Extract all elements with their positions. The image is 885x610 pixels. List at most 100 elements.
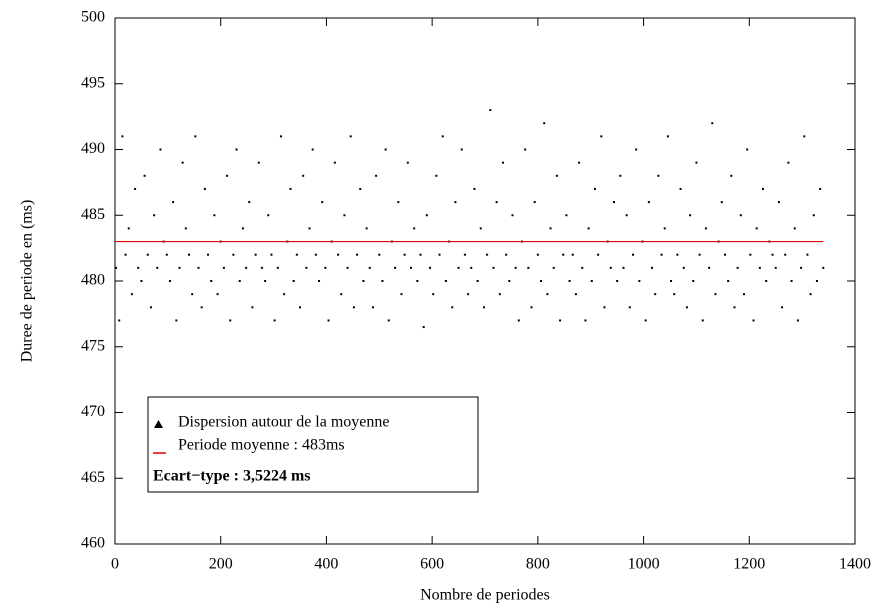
data-point (264, 280, 267, 282)
data-point (755, 227, 758, 230)
data-point (121, 135, 124, 138)
data-point (819, 187, 822, 190)
data-point (451, 306, 454, 309)
data-point (536, 253, 539, 256)
data-point (115, 266, 118, 269)
data-point (197, 266, 200, 269)
data-point (191, 293, 194, 296)
data-point (130, 293, 133, 296)
data-point (793, 227, 796, 230)
data-point (343, 214, 346, 217)
data-point (638, 280, 641, 282)
data-point (689, 214, 692, 217)
legend-box (147, 396, 479, 493)
data-point (279, 135, 282, 138)
data-point (527, 266, 530, 269)
data-point (492, 266, 495, 269)
data-point (270, 253, 273, 256)
x-tick-label: 200 (209, 556, 233, 573)
data-point (746, 148, 749, 151)
legend-marker (154, 420, 163, 428)
data-point (660, 253, 663, 256)
data-point (720, 201, 723, 204)
data-point (730, 174, 733, 177)
data-point (435, 174, 438, 177)
x-tick-label: 0 (111, 556, 119, 573)
y-tick-label: 480 (81, 272, 105, 289)
data-point (762, 187, 765, 190)
data-point (149, 306, 152, 309)
data-point (359, 187, 362, 190)
data-point (501, 161, 504, 164)
data-point (625, 214, 628, 217)
data-point (441, 135, 444, 138)
data-point (203, 187, 206, 190)
data-point (324, 266, 327, 269)
data-point (432, 293, 435, 296)
y-tick-label: 485 (81, 206, 105, 223)
data-point (375, 174, 378, 177)
data-point (568, 280, 571, 282)
data-point (600, 135, 603, 138)
data-point (216, 293, 219, 296)
data-point (397, 201, 400, 204)
data-point (565, 214, 568, 217)
data-point (628, 306, 631, 309)
y-tick-label: 465 (81, 469, 105, 486)
data-point (511, 214, 514, 217)
data-point (422, 326, 425, 329)
data-point (229, 319, 232, 322)
data-point (533, 201, 536, 204)
data-point (314, 253, 317, 256)
data-point (425, 214, 428, 217)
data-point (587, 227, 590, 230)
data-point (562, 253, 565, 256)
data-point (647, 201, 650, 204)
data-point (346, 266, 349, 269)
data-point (299, 306, 301, 309)
data-point (508, 280, 511, 282)
data-point (673, 293, 676, 296)
data-point (302, 174, 305, 177)
data-point (711, 122, 714, 125)
x-tick-label: 600 (420, 556, 444, 573)
data-point (473, 187, 476, 190)
data-point (444, 280, 447, 282)
data-point (146, 253, 149, 256)
data-point (289, 187, 292, 190)
data-point (514, 266, 517, 269)
data-point (727, 280, 730, 282)
data-point (530, 306, 533, 309)
data-point (251, 306, 254, 309)
data-point (597, 253, 600, 256)
data-point (460, 148, 463, 151)
data-point (609, 266, 612, 269)
data-point (771, 253, 774, 256)
x-tick-label: 400 (314, 556, 338, 573)
y-axis-label: Duree de periode en (ms) (19, 200, 36, 363)
data-point (165, 253, 168, 256)
y-tick-label: 490 (81, 140, 105, 157)
data-point (235, 148, 238, 151)
data-point (410, 266, 412, 269)
data-point (118, 319, 121, 322)
data-point (657, 174, 660, 177)
data-point (679, 187, 682, 190)
plot-area (115, 109, 825, 329)
data-point (371, 306, 374, 309)
annotation: Ecart−type : 3,5224 ms (153, 468, 311, 485)
data-point (489, 109, 492, 112)
y-tick-label: 495 (81, 74, 105, 91)
data-point (463, 253, 466, 256)
data-point (670, 280, 673, 282)
data-point (482, 306, 485, 309)
data-point (156, 266, 159, 269)
data-point (257, 161, 260, 164)
data-point (787, 161, 790, 164)
legend-label: Periode moyenne : 483ms (178, 437, 345, 454)
data-point (676, 253, 679, 256)
data-point (134, 187, 137, 190)
x-tick-label: 1200 (733, 556, 765, 573)
data-point (181, 161, 184, 164)
